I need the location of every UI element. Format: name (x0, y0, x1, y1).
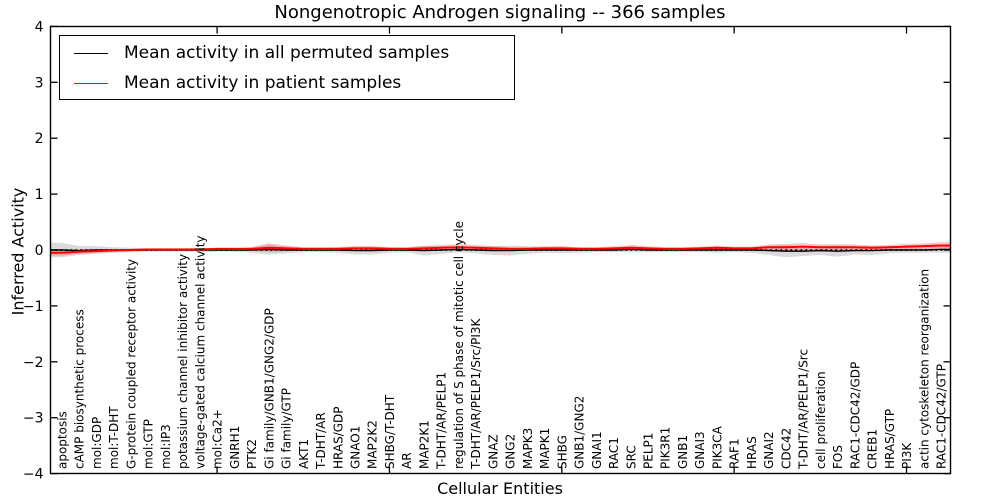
x-tick-label: G-protein coupled receptor activity (124, 259, 138, 469)
x-tick-label: GNAI3 (693, 431, 707, 469)
y-axis-label: Inferred Activity (8, 187, 28, 316)
x-tick-label: RAF1 (728, 438, 742, 469)
x-tick-label: GNB1 (676, 435, 690, 469)
x-tick-label: CREB1 (866, 429, 880, 469)
x-tick-label: T-DHT/AR/PELP1/Src (797, 349, 811, 470)
chart-title: Nongenotropic Androgen signaling -- 366 … (274, 2, 726, 23)
y-tick-label: 2 (35, 131, 44, 147)
y-tick-label: −4 (23, 467, 44, 483)
x-tick-label: GNAI2 (762, 431, 776, 469)
y-tick-label: 3 (35, 75, 44, 91)
x-tick-label: HRAS/GDP (331, 406, 345, 469)
x-tick-label: PIK3CA (710, 425, 724, 469)
legend-entry-label: Mean activity in patient samples (124, 73, 402, 93)
y-tick-label: 0 (35, 243, 44, 259)
y-tick-label: 4 (35, 19, 44, 35)
legend-entry: Mean activity in patient samples (60, 68, 514, 98)
x-tick-label: mol:GDP (90, 417, 104, 469)
x-tick-label: SHBG/T-DHT (383, 394, 397, 469)
x-axis-label: Cellular Entities (437, 479, 563, 498)
y-tick-label: −3 (23, 411, 44, 427)
x-tick-label: cell proliferation (814, 371, 828, 469)
x-tick-label: HRAS (745, 436, 759, 469)
x-tick-label: T-DHT/AR/PELP1/Src/PI3K (469, 317, 483, 470)
x-tick-label: SRC (624, 445, 638, 469)
x-tick-label: AR (400, 452, 414, 469)
x-tick-label: mol:IP3 (159, 424, 173, 469)
x-tick-label: SHBG (555, 435, 569, 469)
x-tick-label: regulation of S phase of mitotic cell cy… (452, 221, 466, 469)
x-tick-label: voltage-gated calcium channel activity (193, 235, 207, 469)
x-tick-label: apoptosis (56, 411, 70, 469)
x-tick-label: MAP2K2 (366, 420, 380, 469)
x-tick-label: mol:GTP (142, 419, 156, 469)
x-tick-label: PIK3R1 (659, 427, 673, 469)
legend-entry-label: Mean activity in all permuted samples (124, 43, 450, 63)
x-tick-label: MAP2K1 (417, 420, 431, 469)
x-tick-label: FOS (831, 445, 845, 469)
x-tick-label: GNAZ (486, 434, 500, 469)
x-tick-label: AKT1 (297, 439, 311, 469)
x-tick-label: PTK2 (245, 439, 259, 469)
x-tick-label: MAPK3 (521, 428, 535, 469)
x-tick-label: GNRH1 (228, 426, 242, 469)
x-tick-label: RAC1-CDC42/GDP (848, 362, 862, 469)
x-tick-label: RAC1-CDC42/GTP (934, 364, 948, 469)
x-tick-label: RAC1 (607, 437, 621, 469)
patient-mean-line (50, 244, 951, 254)
x-tick-label: mol:Ca2+ (211, 409, 225, 469)
x-tick-label: PELP1 (641, 433, 655, 469)
x-tick-label: MAPK1 (538, 428, 552, 469)
x-tick-label: mol:T-DHT (107, 406, 121, 469)
legend-line-swatch (74, 52, 108, 54)
x-tick-label: T-DHT/AR/PELP1 (435, 372, 449, 470)
x-tick-label: HRAS/GTP (883, 409, 897, 469)
x-tick-label: cAMP biosynthetic process (73, 309, 87, 469)
x-tick-label: GNB1/GNG2 (573, 396, 587, 469)
y-tick-label: 1 (35, 187, 44, 203)
y-tick-label: −2 (23, 355, 44, 371)
x-tick-label: PI3K (900, 442, 914, 469)
x-tick-label: GNG2 (504, 434, 518, 469)
legend-entry: Mean activity in all permuted samples (60, 38, 514, 68)
legend: Mean activity in all permuted samples Me… (59, 35, 515, 100)
x-tick-label: CDC42 (779, 428, 793, 469)
x-tick-label: GNAO1 (348, 426, 362, 469)
x-tick-label: potassium channel inhibitor activity (176, 254, 190, 469)
x-tick-label: T-DHT/AR (314, 412, 328, 470)
x-tick-label: actin cytoskeleton reorganization (917, 269, 931, 469)
x-tick-label: GNAI1 (590, 431, 604, 469)
y-tick-label: −1 (23, 299, 44, 315)
legend-line-swatch (74, 82, 108, 84)
x-tick-label: Gi family/GNB1/GNG2/GDP (262, 308, 276, 469)
x-tick-label: Gi family/GTP (280, 388, 294, 469)
